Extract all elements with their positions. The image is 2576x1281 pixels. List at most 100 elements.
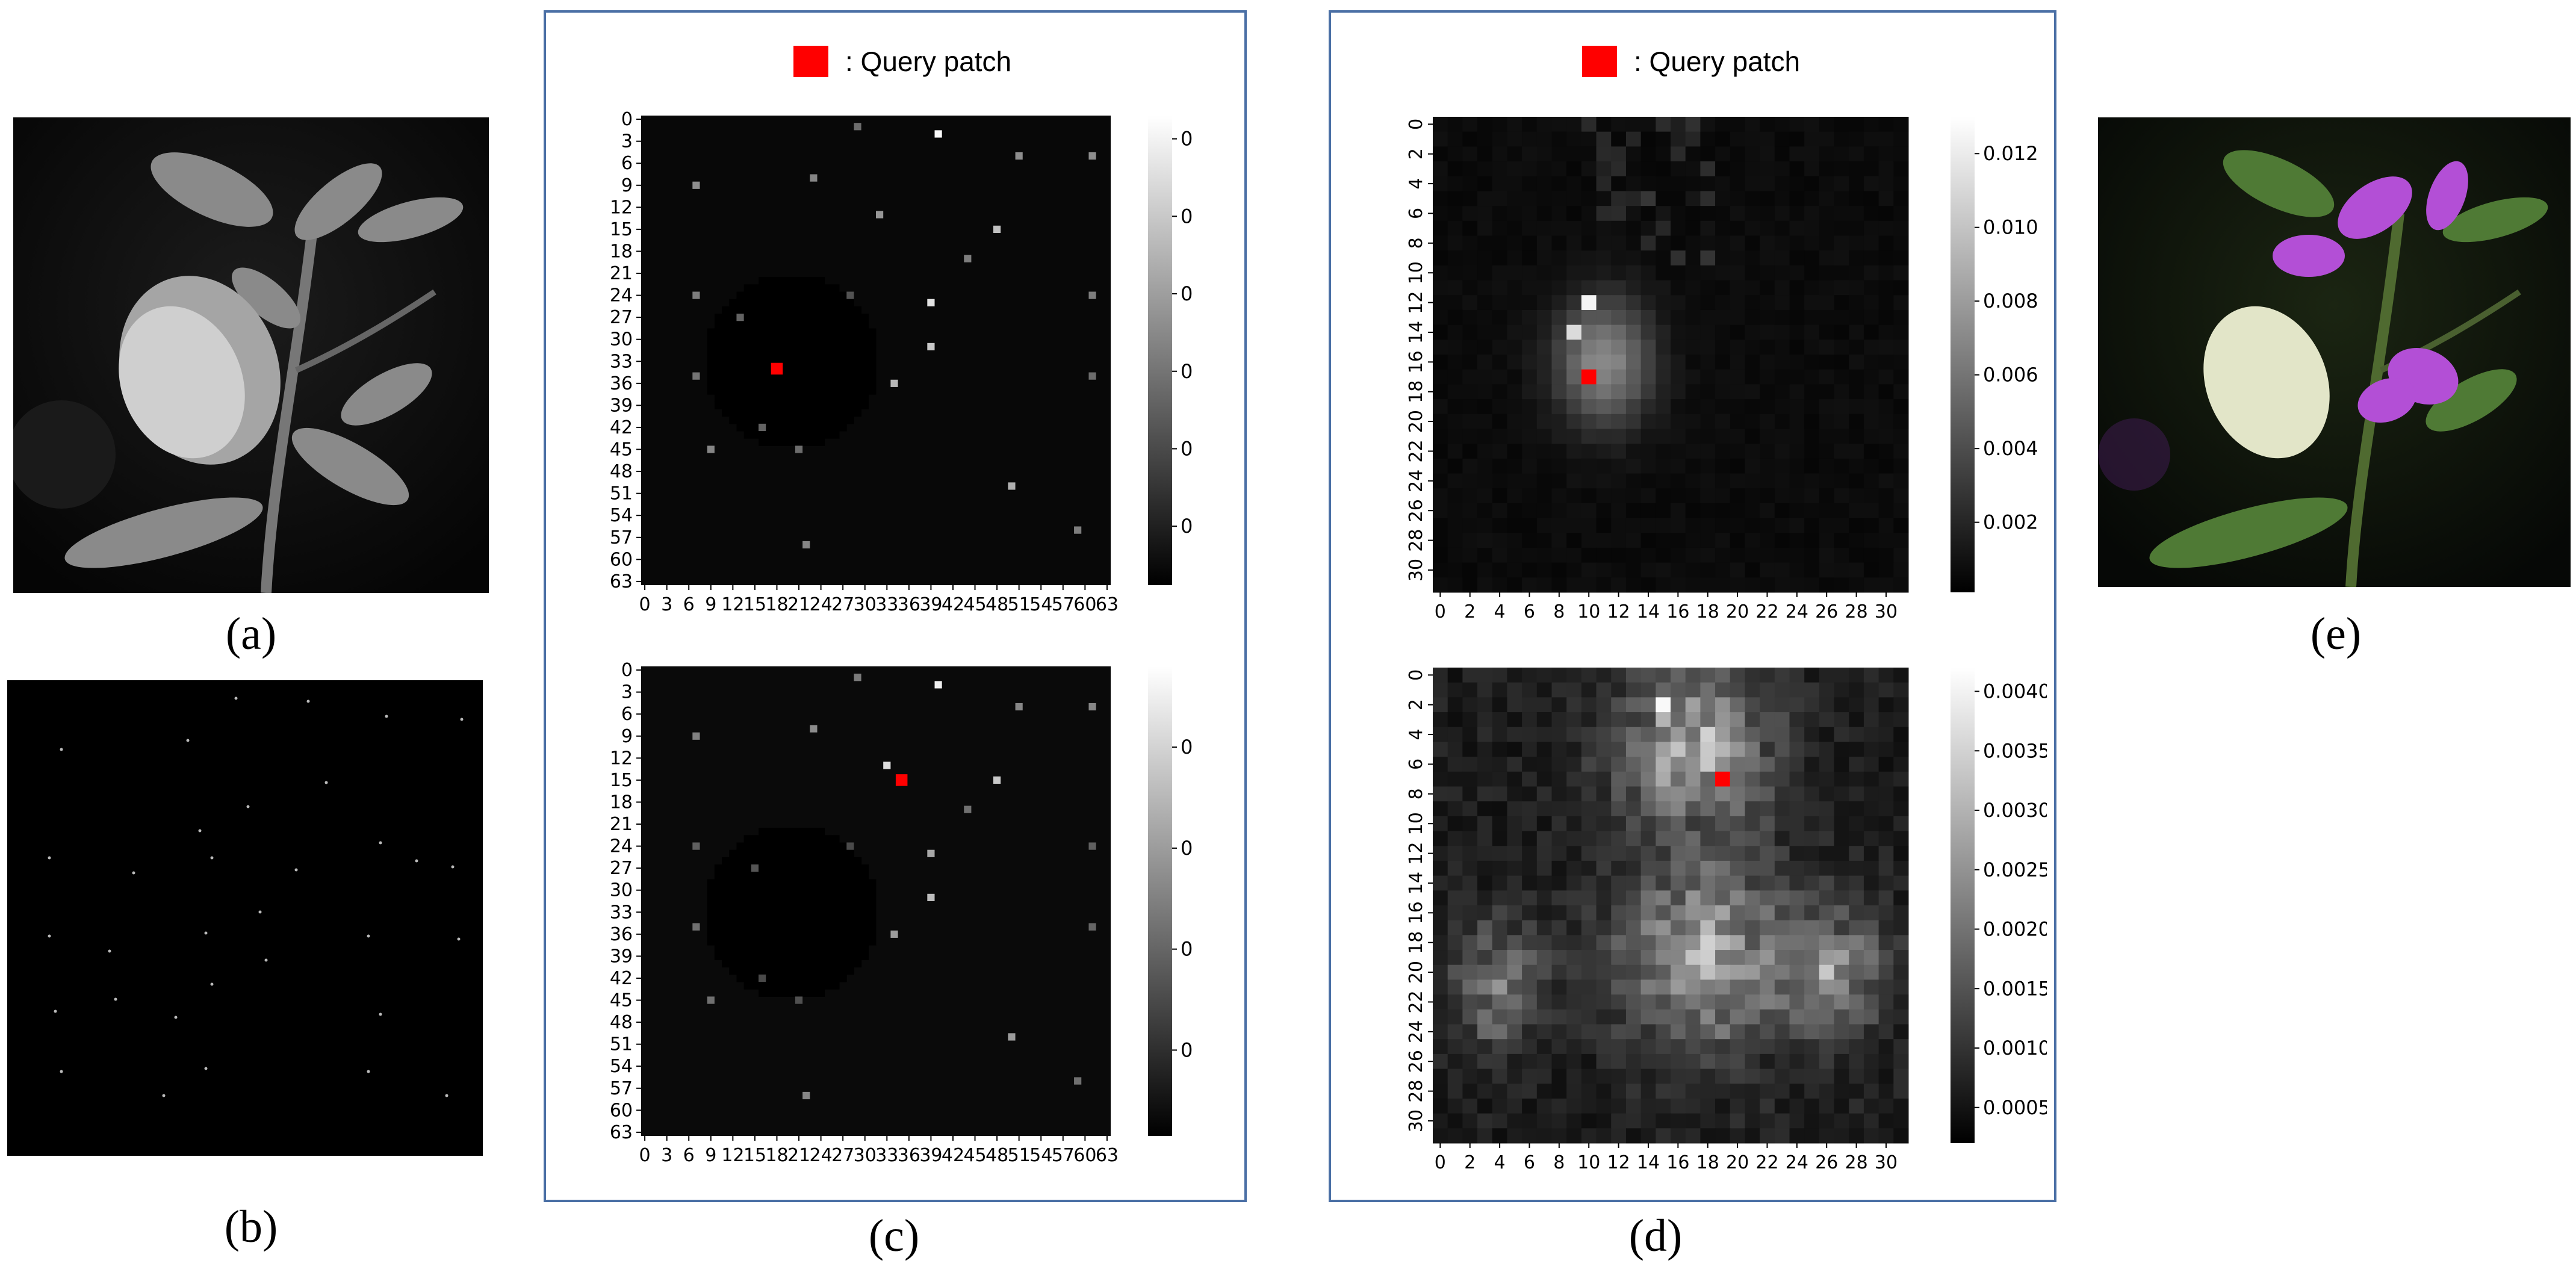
- heatmap-cell: [1551, 742, 1567, 757]
- heatmap-cell: [1730, 250, 1745, 266]
- heatmap-cell: [1893, 757, 1909, 772]
- heatmap-cell: [736, 916, 745, 924]
- heatmap-cell: [1893, 414, 1909, 429]
- heatmap-cell: [1492, 1084, 1507, 1099]
- heatmap-cell: [1700, 860, 1716, 876]
- heatmap-cell: [1447, 668, 1463, 683]
- heatmap-cell: [1804, 518, 1820, 533]
- x-tick-label: 0: [639, 594, 651, 615]
- heatmap-cell: [780, 901, 789, 909]
- heatmap-cell: [831, 335, 840, 344]
- heatmap-cell: [1611, 1128, 1627, 1144]
- heatmap-cell: [1671, 131, 1686, 147]
- heatmap-cell: [1656, 295, 1671, 311]
- heatmap-cell: [1581, 890, 1597, 906]
- heatmap-cell: [1760, 801, 1775, 817]
- heatmap-cell: [1671, 309, 1686, 326]
- heatmap-cell: [751, 379, 759, 388]
- heatmap-point: [876, 211, 884, 219]
- heatmap-cell: [1715, 1053, 1731, 1070]
- heatmap-cell: [1804, 384, 1820, 400]
- x-tick-label: 6: [683, 1145, 695, 1166]
- heatmap-cell: [1462, 964, 1478, 980]
- heatmap-cell: [795, 350, 803, 358]
- colorbar-tick-label: 0.0030: [1983, 799, 2047, 822]
- heatmap-cell: [736, 394, 745, 402]
- heatmap-cell: [1849, 979, 1864, 995]
- colorbar-tick-label: 0.0020: [1983, 918, 2047, 941]
- heatmap-cell: [1433, 1069, 1448, 1084]
- heatmap-cell: [802, 335, 810, 344]
- heatmap-cell: [795, 306, 803, 314]
- heatmap-cell: [1447, 577, 1463, 593]
- heatmap-cell: [1625, 220, 1642, 236]
- mask-dot: [186, 739, 190, 742]
- heatmap-cell: [759, 828, 766, 836]
- heatmap-cell: [743, 416, 752, 424]
- heatmap-cell: [1789, 309, 1805, 326]
- heatmap-cell: [810, 291, 818, 300]
- heatmap-cell: [773, 335, 781, 344]
- colorbar-tick-label: 0.0025: [1181, 205, 1192, 228]
- color-image: [2098, 117, 2571, 587]
- heatmap-cell: [1849, 518, 1864, 533]
- heatmap-cell: [846, 314, 854, 321]
- heatmap-cell: [846, 908, 854, 916]
- heatmap-cell: [773, 284, 781, 292]
- x-tick-label: 33: [875, 1145, 898, 1166]
- heatmap-cell: [1715, 324, 1731, 340]
- heatmap-cell: [1536, 1039, 1552, 1055]
- heatmap-cell: [722, 857, 730, 865]
- heatmap-cell: [1774, 369, 1790, 385]
- heatmap-cell: [1596, 117, 1612, 132]
- heatmap-cell: [759, 291, 766, 300]
- heatmap-cell: [1477, 473, 1493, 489]
- heatmap-cell: [1551, 979, 1567, 995]
- heatmap-cell: [714, 930, 722, 938]
- x-tick-label: 42: [942, 1145, 964, 1166]
- heatmap-cell: [1685, 1024, 1701, 1040]
- heatmap-cell: [1551, 875, 1567, 891]
- heatmap-cell: [1551, 994, 1567, 1010]
- heatmap-cell: [846, 857, 854, 865]
- heatmap-cell: [1477, 786, 1493, 802]
- heatmap-cell: [787, 277, 796, 285]
- heatmap-cell: [1566, 712, 1582, 728]
- heatmap-cell: [824, 394, 833, 402]
- heatmap-cell: [824, 379, 833, 388]
- heatmap-cell: [1640, 369, 1656, 385]
- query-patch-marker: [1715, 771, 1730, 787]
- heatmap-cell: [1671, 1053, 1686, 1070]
- heatmap-cell: [1893, 950, 1909, 966]
- heatmap-cell: [1745, 935, 1760, 951]
- heatmap-cell: [714, 402, 722, 409]
- heatmap-cell: [854, 960, 862, 968]
- heatmap-cell: [795, 321, 803, 329]
- heatmap-cell: [1745, 562, 1760, 578]
- heatmap-cell: [714, 314, 722, 321]
- heatmap-cell: [1447, 384, 1463, 400]
- y-tick-label: 18: [610, 241, 633, 262]
- heatmap-cell: [810, 409, 818, 417]
- heatmap-cell: [1492, 161, 1507, 177]
- mask-dot: [162, 1094, 166, 1097]
- heatmap-cell: [1730, 890, 1745, 906]
- x-tick-label: 9: [705, 1145, 716, 1166]
- heatmap-cell: [1581, 727, 1597, 742]
- heatmap-cell: [839, 916, 847, 924]
- mask-dot: [385, 715, 388, 718]
- heatmap-cell: [1462, 265, 1478, 281]
- mask-dot: [210, 982, 214, 986]
- heatmap-cell: [795, 335, 803, 344]
- heatmap-cell: [839, 358, 847, 365]
- heatmap-cell: [1730, 562, 1745, 578]
- heatmap-cell: [817, 930, 825, 938]
- heatmap-cell: [1893, 1084, 1909, 1099]
- heatmap-cell: [1774, 414, 1790, 429]
- heatmap-cell: [1566, 324, 1582, 340]
- heatmap-cell: [722, 872, 730, 879]
- heatmap-cell: [773, 835, 781, 843]
- heatmap-cell: [1566, 1009, 1582, 1025]
- heatmap-cell: [1745, 920, 1760, 935]
- heatmap-cell: [1700, 533, 1716, 548]
